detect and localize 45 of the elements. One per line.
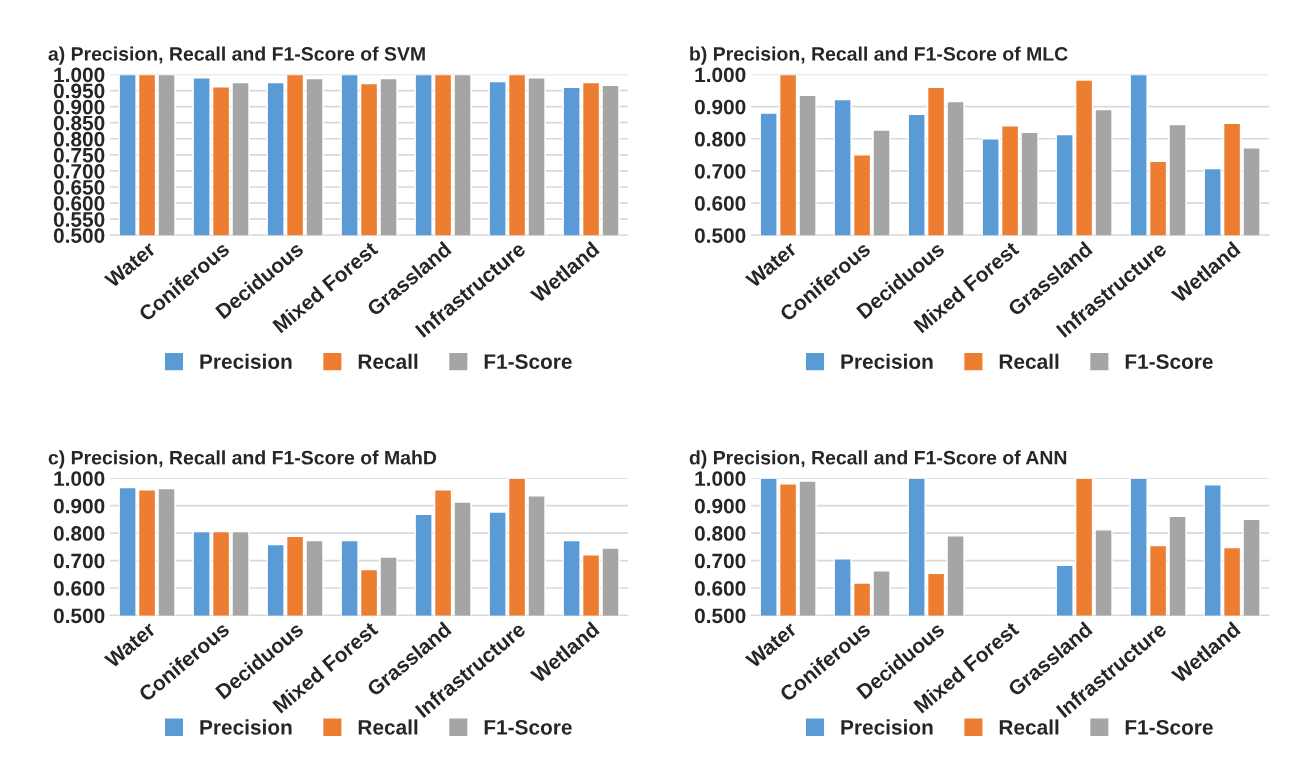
legend-label: F1-Score [1125,719,1213,735]
y-tick-label: 0.750 [53,147,105,163]
y-tick-label: 1.000 [54,471,105,486]
legend-label: Recall [358,719,418,735]
legend-label: F1-Score [484,719,572,735]
y-tick-label: 1.000 [54,67,105,83]
chart-title: a) Precision, Recall and F1-Score of SVM [48,46,425,65]
y-tick-label: 0.550 [53,212,105,227]
legend-label: Recall [999,719,1059,735]
legend-label: Recall [358,353,418,370]
y-tick-label: 0.650 [53,179,105,195]
chart-title: d) Precision, Recall and F1-Score of ANN [689,450,1067,469]
y-tick-label: 0.800 [53,526,105,541]
y-tick-label: 0.500 [694,608,746,624]
legend-label: Recall [999,353,1059,370]
legend-label: F1-Score [484,354,572,370]
y-tick-label: 0.500 [53,608,105,624]
y-tick-label: 0.800 [53,131,105,147]
y-tick-label: 0.900 [53,99,105,115]
chart-title: c) Precision, Recall and F1-Score of MahD [48,450,437,469]
y-tick-label: 0.900 [694,498,746,514]
chart-title: b) Precision, Recall and F1-Score of MLC [690,46,1068,65]
y-tick-label: 0.600 [694,581,746,596]
legend-label: Precision [841,719,933,735]
y-tick-label: 0.500 [694,228,746,243]
y-tick-label: 0.950 [53,83,105,99]
y-tick-label: 0.850 [53,115,105,131]
y-tick-label: 0.900 [53,498,105,514]
legend-label: F1-Score [1125,354,1213,370]
y-tick-label: 0.700 [694,163,746,179]
y-tick-label: 0.700 [694,553,746,569]
y-tick-label: 0.600 [694,196,746,211]
y-tick-label: 1.000 [695,67,746,83]
legend-label: Precision [200,719,292,735]
y-tick-label: 0.600 [53,196,105,211]
y-tick-label: 1.000 [695,471,746,486]
y-tick-label: 0.700 [53,163,105,179]
y-tick-label: 0.800 [694,131,746,147]
y-tick-label: 0.800 [694,526,746,541]
y-tick-label: 0.600 [53,581,105,596]
y-tick-label: 0.500 [53,228,105,243]
legend-label: Precision [200,353,292,370]
y-tick-label: 0.900 [694,99,746,115]
legend-label: Precision [841,353,933,370]
y-tick-label: 0.700 [53,553,105,569]
